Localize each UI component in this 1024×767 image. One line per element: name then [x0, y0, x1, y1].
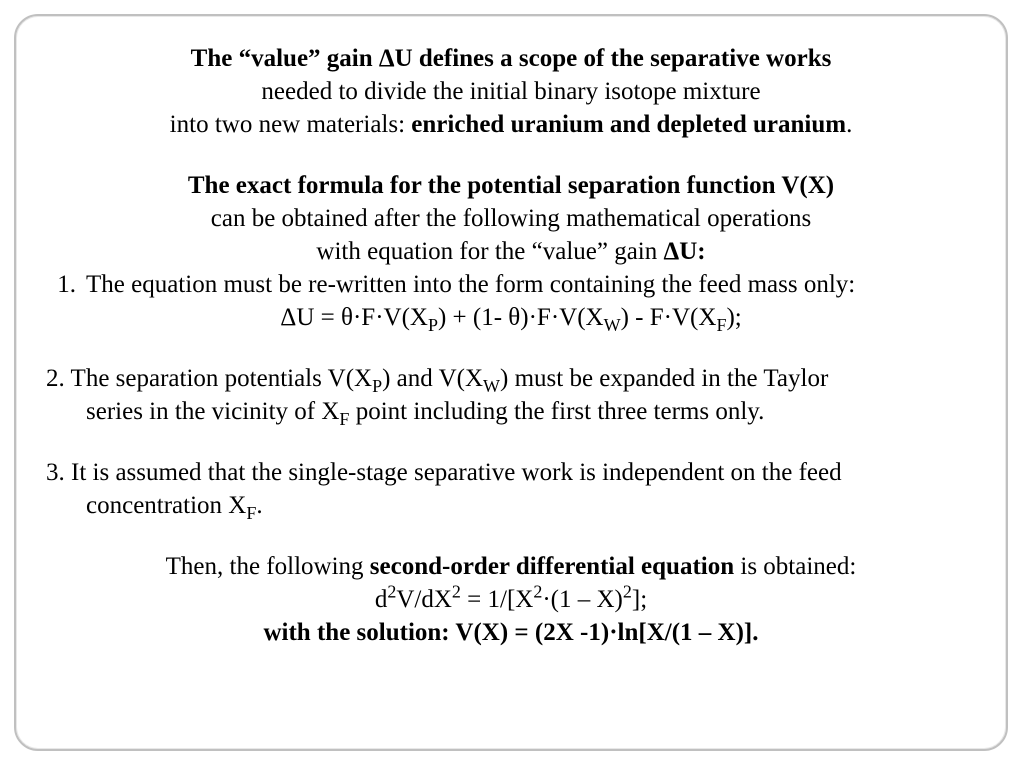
- final-eq-s2c: 2: [533, 582, 542, 602]
- title-line-1: The “value” gain ΔU defines a scope of t…: [46, 42, 976, 75]
- title-line-3: into two new materials: enriched uranium…: [46, 108, 976, 141]
- title-line-3a: into two new materials:: [170, 111, 412, 138]
- item1-eq-a: ΔU = θ·F·V(X: [280, 304, 428, 331]
- para2-line-2: can be obtained after the following math…: [46, 202, 976, 235]
- item1-line1: 1. The equation must be re-written into …: [46, 268, 976, 301]
- para2-line-3a: with equation for the “value” gain: [316, 238, 663, 265]
- item2-l2b: point including the first three terms on…: [349, 398, 764, 425]
- slide-content: The “value” gain ΔU defines a scope of t…: [46, 42, 976, 649]
- title-line-3b: enriched uranium and depleted uranium: [411, 111, 846, 138]
- item1-eq-sub-F: F: [716, 315, 726, 335]
- final-eq-s2a: 2: [387, 582, 396, 602]
- final-eq-a: d: [375, 586, 388, 613]
- title-line-2: needed to divide the initial binary isot…: [46, 75, 976, 108]
- item2-line2: series in the vicinity of XF point inclu…: [46, 395, 976, 428]
- final-eq-c: = 1/[X: [461, 586, 533, 613]
- item3-line1: 3. It is assumed that the single-stage s…: [46, 456, 976, 489]
- para2-line-3b: ΔU:: [664, 238, 706, 265]
- final-eq-s2d: 2: [623, 582, 632, 602]
- final-l1b: second-order differential equation: [370, 553, 734, 580]
- item1-eq-sub-P: P: [428, 315, 438, 335]
- item2-line1: 2. The separation potentials V(XP) and V…: [46, 362, 976, 395]
- item2-l1b: ) and V(X: [382, 365, 483, 392]
- item2-l1a: 2. The separation potentials V(X: [46, 365, 372, 392]
- final-eq-s2b: 2: [452, 582, 461, 602]
- item1-number: 1.: [46, 268, 86, 301]
- item2-l2-sub-F: F: [339, 409, 349, 429]
- item2-l1-sub-W: W: [483, 376, 500, 396]
- final-l1a: Then, the following: [166, 553, 370, 580]
- item3-line2: concentration XF.: [46, 489, 976, 522]
- final-eq-e: ];: [632, 586, 647, 613]
- final-eq-d: ·(1 – X): [542, 586, 623, 613]
- item1-eq-c: ) - F·V(X: [621, 304, 717, 331]
- final-equation: d2V/dX2 = 1/[X2·(1 – X)2];: [46, 583, 976, 616]
- item2-l1c: ) must be expanded in the Taylor: [500, 365, 828, 392]
- final-line1: Then, the following second-order differe…: [46, 550, 976, 583]
- item2-l2a: series in the vicinity of X: [86, 398, 339, 425]
- title-line-3c: .: [846, 111, 852, 138]
- item1-eq-sub-W: W: [604, 315, 621, 335]
- final-l1c: is obtained:: [734, 553, 856, 580]
- item1-text: The equation must be re-written into the…: [86, 268, 976, 301]
- item3-l2a: concentration X: [86, 492, 246, 519]
- item2-l1-sub-P: P: [372, 376, 382, 396]
- item1-eq-b: ) + (1- θ)·F·V(X: [438, 304, 604, 331]
- final-eq-b: V/dX: [396, 586, 452, 613]
- item3-l2b: .: [256, 492, 262, 519]
- item1-equation: ΔU = θ·F·V(XP) + (1- θ)·F·V(XW) - F·V(XF…: [46, 301, 976, 334]
- para2-line-1: The exact formula for the potential sepa…: [46, 169, 976, 202]
- final-solution: with the solution: V(X) = (2X -1)·ln[X/(…: [46, 616, 976, 649]
- item1-eq-d: );: [726, 304, 741, 331]
- para2-line-3: with equation for the “value” gain ΔU:: [46, 235, 976, 268]
- slide-card: The “value” gain ΔU defines a scope of t…: [14, 14, 1008, 751]
- item3-l2-sub-F: F: [246, 503, 256, 523]
